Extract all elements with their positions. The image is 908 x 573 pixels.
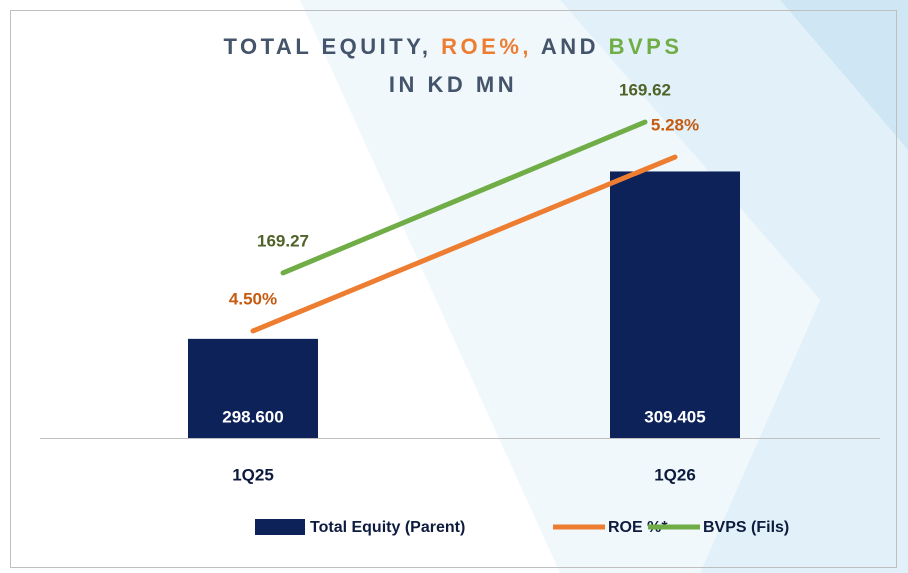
decor-shape (780, 0, 908, 150)
x-tick-label: 1Q26 (654, 465, 696, 484)
bar-label: 309.405 (644, 407, 705, 426)
legend-swatch (255, 519, 305, 535)
legend-label: Total Equity (Parent) (310, 519, 465, 536)
bar-label: 298.600 (222, 407, 283, 426)
data-label: 4.50% (229, 289, 277, 308)
chart-border (10, 10, 897, 568)
x-tick-label: 1Q25 (232, 465, 274, 484)
bar (610, 171, 740, 438)
legend-label: ROE %* (608, 519, 668, 536)
title-segment: TOTAL EQUITY, (223, 34, 441, 59)
line (280, 119, 648, 276)
chart-title: TOTAL EQUITY, ROE%, AND BVPS (223, 34, 682, 59)
data-label: 5.28% (651, 115, 699, 134)
legend-label: BVPS (Fils) (703, 519, 789, 536)
chart-subtitle: IN KD MN (389, 72, 517, 97)
title-segment: ROE%, (441, 34, 541, 59)
data-label: 169.62 (619, 81, 671, 100)
line (250, 154, 678, 334)
data-label: 169.27 (257, 231, 309, 250)
bar (188, 338, 318, 438)
decor-shape (560, 0, 908, 573)
title-segment: AND (541, 34, 609, 59)
title-segment: BVPS (609, 34, 683, 59)
